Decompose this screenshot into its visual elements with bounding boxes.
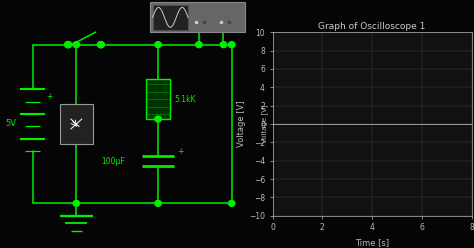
Circle shape [220, 42, 227, 48]
Circle shape [155, 200, 161, 206]
Bar [146, 79, 170, 119]
Circle shape [155, 116, 161, 122]
Y-axis label: Voltage [V]: Voltage [V] [237, 101, 246, 147]
Text: Ch 2: Ch 2 [218, 7, 230, 12]
Circle shape [98, 42, 104, 48]
Text: Voltage [V]: Voltage [V] [261, 105, 268, 143]
Bar [60, 104, 92, 144]
Circle shape [228, 42, 235, 48]
Circle shape [155, 42, 161, 48]
Text: 5V: 5V [5, 120, 17, 128]
Circle shape [73, 200, 80, 206]
Text: 100μF: 100μF [101, 157, 125, 166]
Title: Graph of Oscilloscope 1: Graph of Oscilloscope 1 [319, 23, 426, 31]
Circle shape [65, 42, 72, 48]
Text: +: + [177, 147, 183, 156]
Circle shape [73, 42, 80, 48]
Text: +: + [46, 92, 53, 101]
Circle shape [196, 42, 202, 48]
Bar [153, 5, 188, 30]
Text: Ch 1: Ch 1 [193, 7, 206, 12]
X-axis label: Time [s]: Time [s] [355, 238, 389, 247]
Text: 5.1kK: 5.1kK [174, 95, 196, 104]
Bar [150, 2, 246, 32]
Circle shape [228, 200, 235, 206]
